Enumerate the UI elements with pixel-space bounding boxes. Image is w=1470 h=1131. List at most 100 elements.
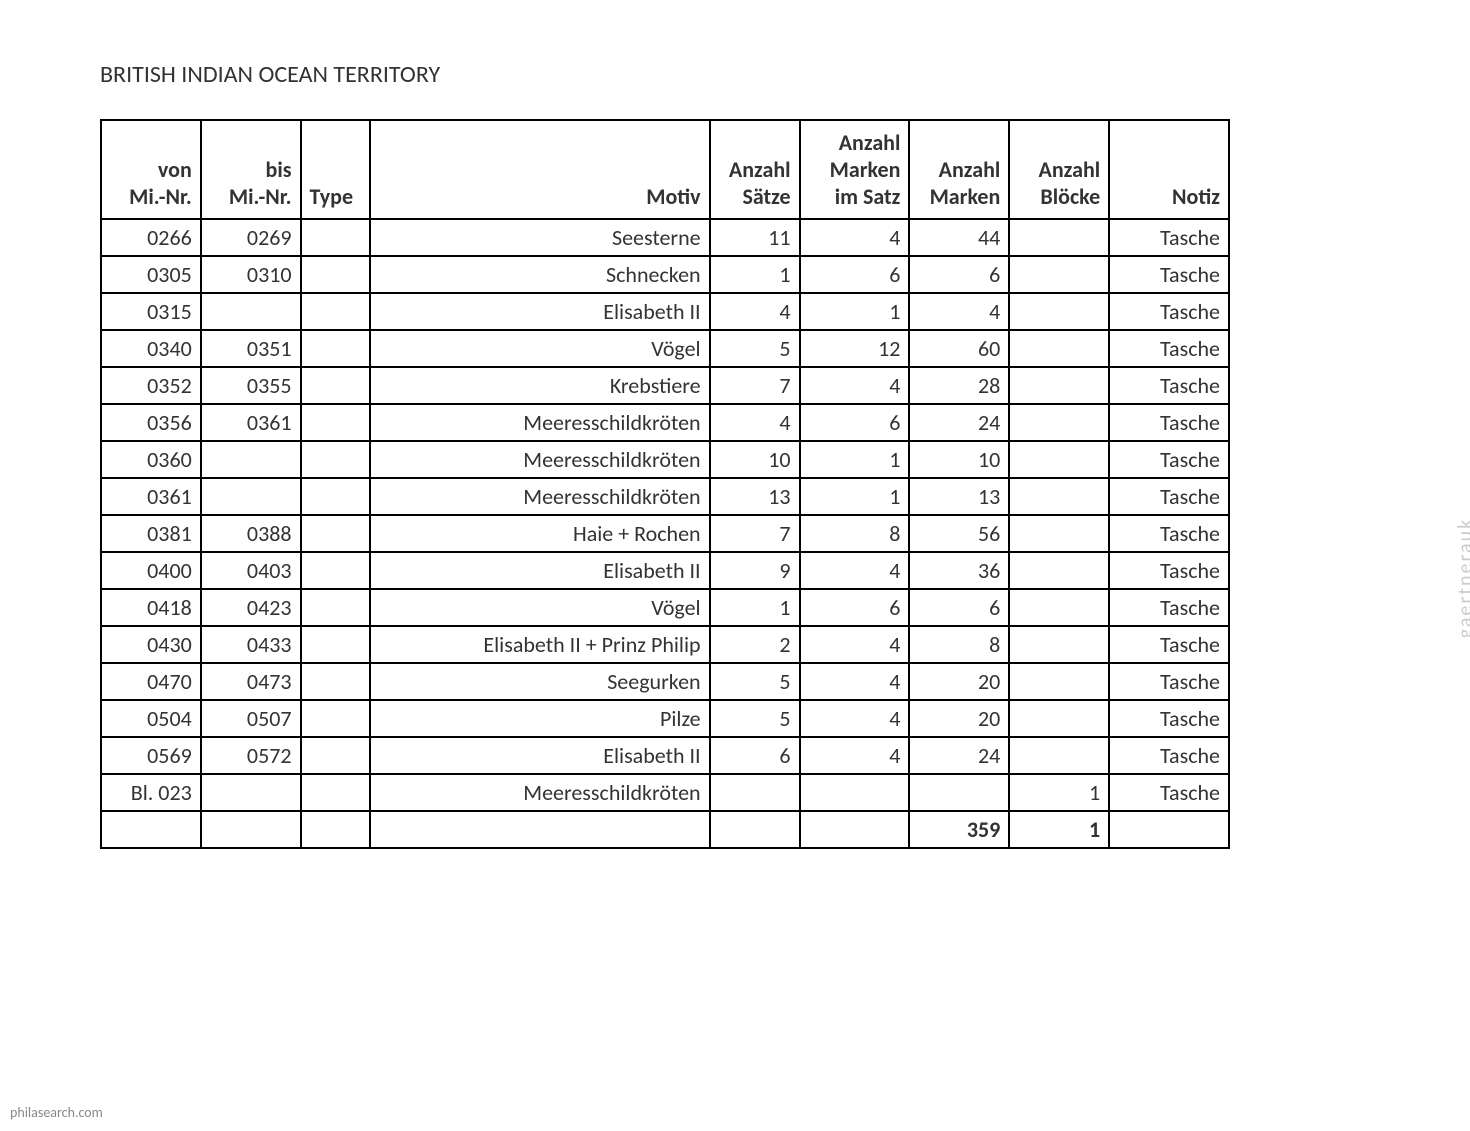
cell-von: 0352: [101, 367, 201, 404]
cell-motiv: Seegurken: [370, 663, 709, 700]
total-cell: 1: [1009, 811, 1109, 848]
cell-type: [301, 626, 371, 663]
cell-motiv: Pilze: [370, 700, 709, 737]
cell-marken_satz: 4: [800, 626, 910, 663]
cell-motiv: Vögel: [370, 330, 709, 367]
cell-bis: 0507: [201, 700, 301, 737]
cell-bloecke: [1009, 737, 1109, 774]
header-motiv: Motiv: [370, 120, 709, 219]
cell-von: 0315: [101, 293, 201, 330]
cell-bloecke: [1009, 293, 1109, 330]
cell-von: 0361: [101, 478, 201, 515]
cell-bis: 0403: [201, 552, 301, 589]
cell-motiv: Elisabeth II: [370, 293, 709, 330]
cell-bloecke: [1009, 441, 1109, 478]
cell-von: 0569: [101, 737, 201, 774]
cell-bis: [201, 441, 301, 478]
total-cell: [101, 811, 201, 848]
header-bis: bisMi.-Nr.: [201, 120, 301, 219]
cell-saetze: 13: [710, 478, 800, 515]
cell-motiv: Vögel: [370, 589, 709, 626]
cell-marken_satz: [800, 774, 910, 811]
cell-von: Bl. 023: [101, 774, 201, 811]
cell-bloecke: [1009, 219, 1109, 256]
cell-marken: 24: [909, 737, 1009, 774]
header-notiz: Notiz: [1109, 120, 1229, 219]
table-row: 04700473Seegurken5420Tasche: [101, 663, 1229, 700]
cell-von: 0504: [101, 700, 201, 737]
cell-notiz: Tasche: [1109, 441, 1229, 478]
page-title: BRITISH INDIAN OCEAN TERRITORY: [100, 60, 1370, 89]
cell-marken_satz: 1: [800, 441, 910, 478]
cell-marken: 60: [909, 330, 1009, 367]
cell-bis: 0388: [201, 515, 301, 552]
header-marken-satz: AnzahlMarkenim Satz: [800, 120, 910, 219]
cell-von: 0340: [101, 330, 201, 367]
header-von: vonMi.-Nr.: [101, 120, 201, 219]
cell-marken: 4: [909, 293, 1009, 330]
cell-type: [301, 478, 371, 515]
cell-type: [301, 219, 371, 256]
cell-marken_satz: 4: [800, 219, 910, 256]
cell-type: [301, 293, 371, 330]
cell-marken: 6: [909, 589, 1009, 626]
cell-motiv: Schnecken: [370, 256, 709, 293]
cell-saetze: 7: [710, 515, 800, 552]
cell-saetze: 1: [710, 589, 800, 626]
cell-von: 0381: [101, 515, 201, 552]
cell-bloecke: [1009, 515, 1109, 552]
cell-motiv: Krebstiere: [370, 367, 709, 404]
cell-bloecke: [1009, 256, 1109, 293]
cell-type: [301, 700, 371, 737]
cell-type: [301, 589, 371, 626]
cell-saetze: 6: [710, 737, 800, 774]
table-body: 02660269Seesterne11444Tasche03050310Schn…: [101, 219, 1229, 848]
cell-saetze: 5: [710, 330, 800, 367]
cell-notiz: Tasche: [1109, 774, 1229, 811]
cell-motiv: Elisabeth II: [370, 552, 709, 589]
total-cell: [800, 811, 910, 848]
total-cell: [201, 811, 301, 848]
cell-notiz: Tasche: [1109, 330, 1229, 367]
cell-bloecke: [1009, 700, 1109, 737]
cell-marken: 20: [909, 700, 1009, 737]
total-cell: [301, 811, 371, 848]
cell-marken_satz: 1: [800, 478, 910, 515]
cell-notiz: Tasche: [1109, 700, 1229, 737]
cell-type: [301, 663, 371, 700]
cell-marken: 44: [909, 219, 1009, 256]
cell-marken_satz: 4: [800, 663, 910, 700]
cell-bis: 0351: [201, 330, 301, 367]
cell-type: [301, 330, 371, 367]
cell-marken: 36: [909, 552, 1009, 589]
cell-marken: 28: [909, 367, 1009, 404]
cell-type: [301, 256, 371, 293]
cell-notiz: Tasche: [1109, 219, 1229, 256]
cell-bloecke: [1009, 367, 1109, 404]
cell-notiz: Tasche: [1109, 367, 1229, 404]
cell-marken_satz: 6: [800, 404, 910, 441]
cell-notiz: Tasche: [1109, 404, 1229, 441]
cell-notiz: Tasche: [1109, 256, 1229, 293]
cell-bis: 0423: [201, 589, 301, 626]
cell-motiv: Elisabeth II + Prinz Philip: [370, 626, 709, 663]
cell-marken: [909, 774, 1009, 811]
cell-von: 0305: [101, 256, 201, 293]
cell-marken: 10: [909, 441, 1009, 478]
table-row: 05690572Elisabeth II6424Tasche: [101, 737, 1229, 774]
cell-saetze: 1: [710, 256, 800, 293]
cell-bloecke: [1009, 626, 1109, 663]
table-row: Bl. 023Meeresschildkröten1Tasche: [101, 774, 1229, 811]
cell-motiv: Meeresschildkröten: [370, 404, 709, 441]
table-totals-row: 3591: [101, 811, 1229, 848]
cell-marken: 20: [909, 663, 1009, 700]
cell-von: 0356: [101, 404, 201, 441]
table-header-row: vonMi.-Nr. bisMi.-Nr. Type Motiv AnzahlS…: [101, 120, 1229, 219]
cell-saetze: 10: [710, 441, 800, 478]
cell-marken_satz: 1: [800, 293, 910, 330]
cell-marken_satz: 8: [800, 515, 910, 552]
cell-notiz: Tasche: [1109, 478, 1229, 515]
cell-motiv: Meeresschildkröten: [370, 774, 709, 811]
cell-saetze: 4: [710, 404, 800, 441]
cell-bis: 0572: [201, 737, 301, 774]
